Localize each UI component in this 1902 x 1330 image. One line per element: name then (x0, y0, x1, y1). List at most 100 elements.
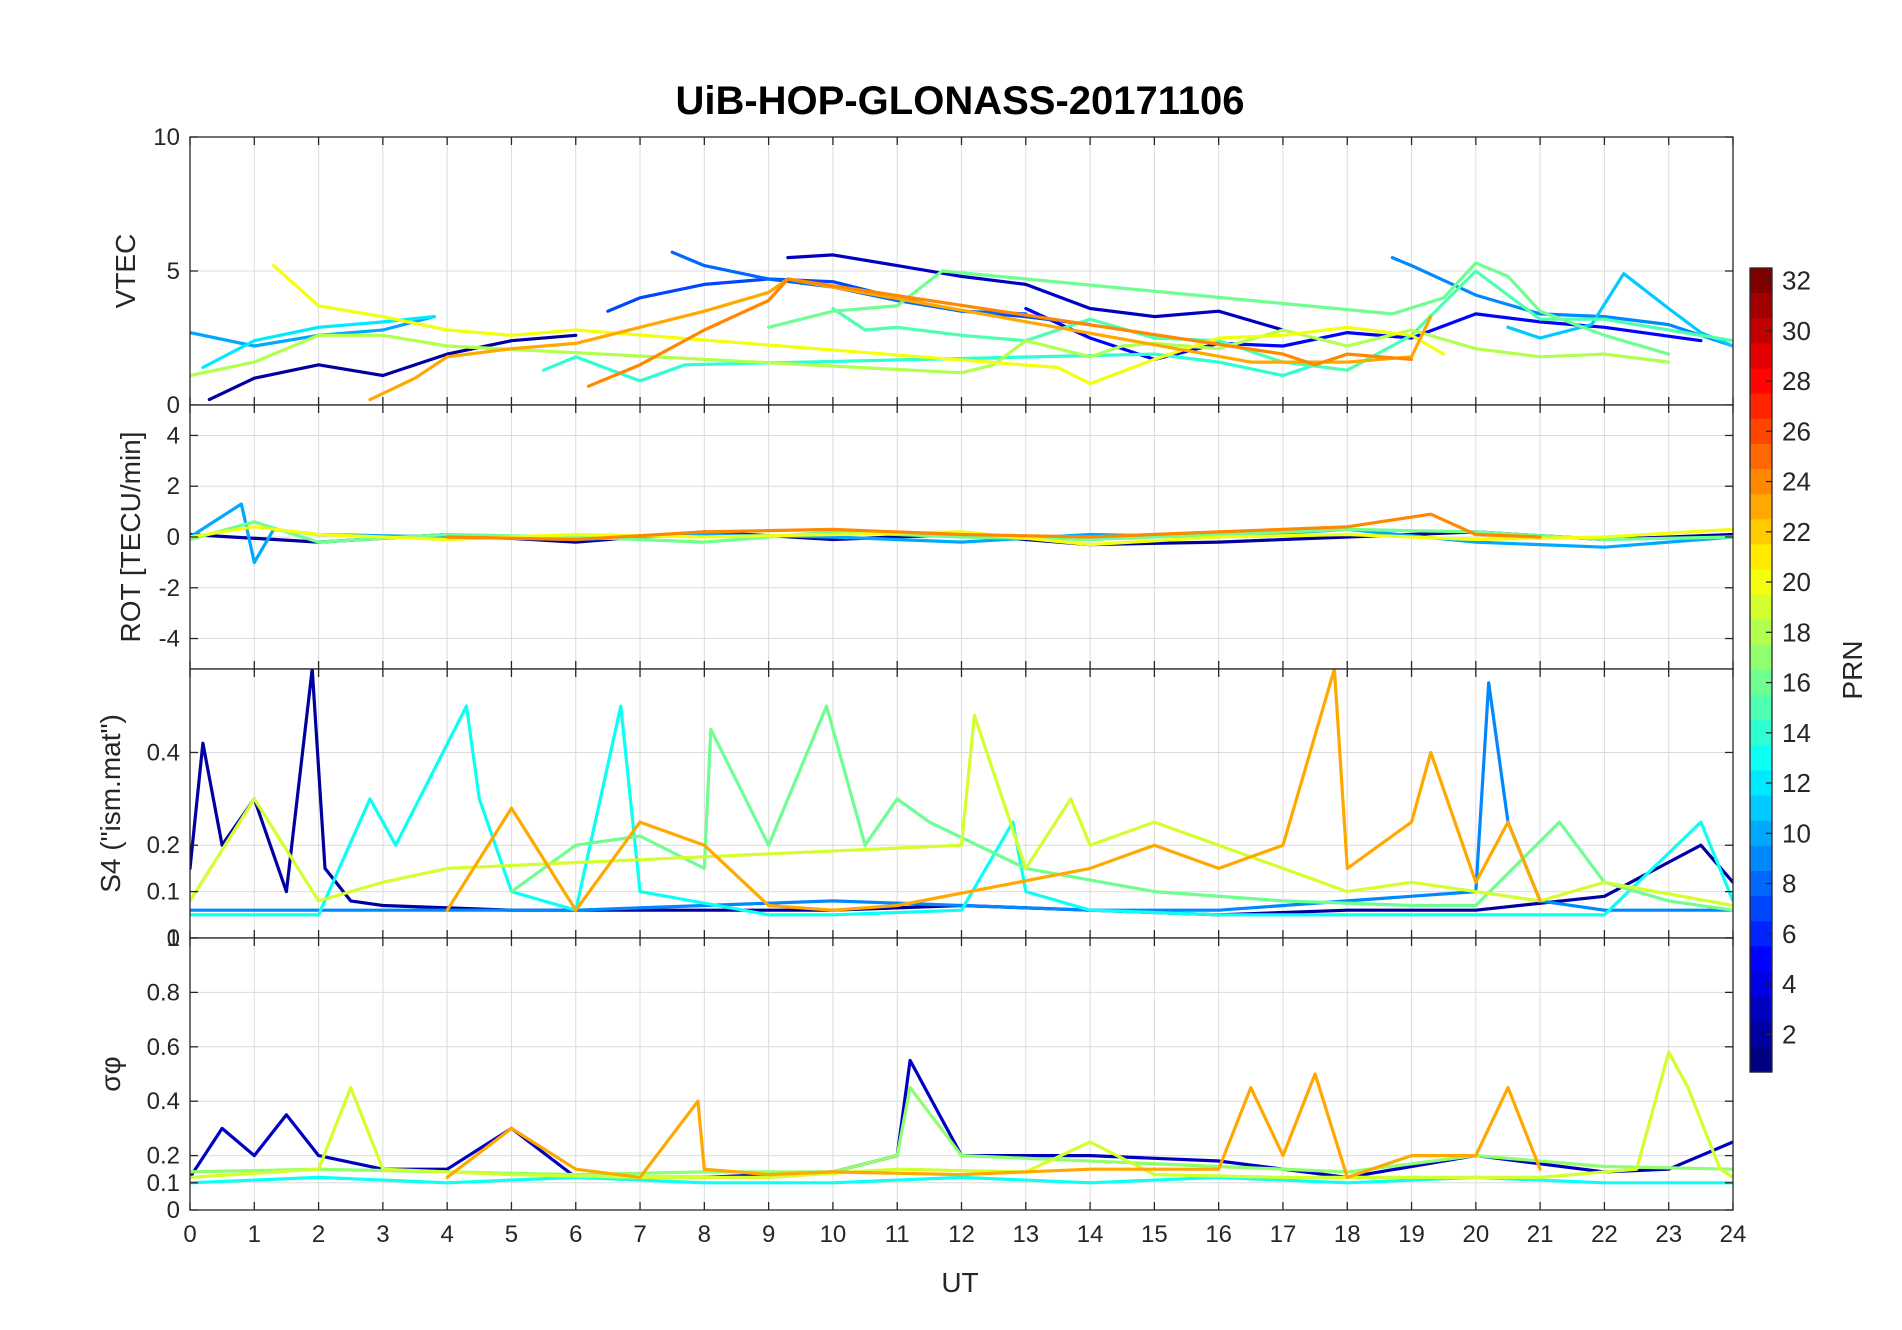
colorbar-tick-label: 24 (1782, 467, 1811, 497)
trace-prn-18 (190, 328, 1671, 378)
trace-prn-11 (1506, 272, 1733, 348)
x-tick-label: 0 (183, 1221, 196, 1248)
x-tick-label: 13 (1012, 1221, 1039, 1248)
colorbar-segment (1750, 594, 1772, 621)
x-tick-label: 21 (1527, 1221, 1554, 1248)
colorbar-segment (1750, 318, 1772, 344)
colorbar-segment (1750, 544, 1772, 571)
y-tick-label: 4 (167, 422, 180, 449)
colorbar-tick-label: 20 (1782, 567, 1811, 597)
colorbar-frame (1749, 267, 1773, 1073)
x-tick-label: 19 (1398, 1221, 1425, 1248)
colorbar-segment (1750, 1021, 1772, 1048)
colorbar-tick-label: 22 (1782, 517, 1811, 547)
colorbar-tick-label: 26 (1782, 416, 1811, 446)
y-tick-label: -4 (159, 626, 180, 653)
colorbar-segment (1750, 644, 1772, 671)
panel-3: 0 0.1 0.2 0.4 S4 ("ism.mat") (95, 668, 1734, 952)
panel-2: -4 -2 0 2 4 ROT [TECU/min] (115, 404, 1734, 670)
colorbar-tick-label: 32 (1782, 266, 1811, 296)
colorbar-segment (1750, 1046, 1772, 1073)
colorbar-tick-label: 4 (1782, 969, 1796, 999)
colorbar-segment (1750, 971, 1772, 998)
y-axis-label: σφ (95, 1056, 126, 1091)
colorbar-label: PRN (1837, 640, 1868, 699)
x-tick-label: 8 (698, 1221, 711, 1248)
y-tick-label: 0 (167, 392, 180, 419)
y-tick-label: 2 (167, 473, 180, 500)
colorbar-segment (1750, 745, 1772, 772)
colorbar-segment (1750, 569, 1772, 596)
x-tick-label: 12 (948, 1221, 975, 1248)
colorbar-segment (1750, 494, 1772, 520)
colorbar-segment (1750, 293, 1772, 319)
x-tick-label: 18 (1334, 1221, 1361, 1248)
y-axis-label: ROT [TECU/min] (115, 431, 146, 642)
colorbar-segment (1750, 368, 1772, 395)
traces (190, 502, 1733, 564)
trace-prn-23 (445, 1072, 1542, 1179)
traces (190, 669, 1733, 917)
trace-prn-2 (207, 333, 578, 402)
colorbar-tick-label: 16 (1782, 668, 1811, 698)
x-tick-label: 14 (1077, 1221, 1104, 1248)
colorbar-segment (1750, 268, 1772, 294)
x-tick-label: 11 (885, 1221, 910, 1248)
trace-prn-16 (767, 261, 1671, 356)
colorbar-tick-label: 30 (1782, 316, 1811, 346)
colorbar-segment (1750, 443, 1772, 470)
trace-prn-24 (587, 277, 1414, 388)
colorbar-segment (1750, 695, 1772, 721)
y-tick-label: 0.4 (147, 739, 180, 766)
colorbar-segment (1750, 670, 1772, 696)
y-tick-label: 0.8 (147, 979, 180, 1006)
x-tick-label: 5 (505, 1221, 518, 1248)
y-tick-label: 0.4 (147, 1088, 180, 1115)
colorbar-segment (1750, 393, 1772, 420)
colorbar-segment (1750, 921, 1772, 947)
colorbar-tick-label: 2 (1782, 1019, 1796, 1049)
colorbar-segment (1750, 845, 1772, 872)
colorbar-tick-label: 10 (1782, 818, 1811, 848)
trace-prn-3 (786, 253, 1285, 332)
trace-prn-16 (509, 704, 1733, 912)
y-tick-label: 0.2 (147, 832, 180, 859)
y-tick-label: 0 (167, 524, 180, 551)
colorbar-segment (1750, 946, 1772, 973)
x-tick-label: 22 (1591, 1221, 1618, 1248)
y-tick-label: 0 (167, 925, 180, 952)
x-tick-labels: 0 1 2 3 4 5 6 7 8 9 10 11 12 13 14 15 16 17 18 19 20 21 22 23 24 (183, 1221, 1746, 1248)
trace-prn-19 (190, 1050, 1733, 1179)
colorbar-tick-label: 18 (1782, 617, 1811, 647)
x-tick-label: 6 (569, 1221, 582, 1248)
x-tick-label: 24 (1720, 1221, 1747, 1248)
colorbar-segment (1750, 996, 1772, 1023)
colorbar-segment (1750, 896, 1772, 922)
y-tick-label: 5 (167, 258, 180, 285)
x-tick-label: 3 (376, 1221, 389, 1248)
trace-prn-24 (445, 512, 1542, 542)
x-tick-label: 4 (440, 1221, 453, 1248)
x-tick-label: 2 (312, 1221, 325, 1248)
x-axis-label: UT (941, 1267, 978, 1298)
x-tick-label: 15 (1141, 1221, 1168, 1248)
colorbar-segment (1750, 720, 1772, 746)
trace-prn-5 (1024, 306, 1703, 361)
x-tick-label: 20 (1462, 1221, 1489, 1248)
colorbar-tick-label: 6 (1782, 919, 1796, 949)
x-tick-label: 9 (762, 1221, 775, 1248)
colorbar-segment (1750, 619, 1772, 646)
y-tick-label: -2 (159, 575, 180, 602)
colorbar-segment (1750, 418, 1772, 445)
traces (190, 1050, 1733, 1185)
y-axis-label: S4 ("ism.mat") (95, 714, 126, 893)
x-tick-label: 17 (1270, 1221, 1297, 1248)
x-tick-label: 10 (820, 1221, 847, 1248)
y-tick-label: 0.1 (147, 879, 180, 906)
y-tick-label: 10 (153, 124, 180, 151)
colorbar-tick-label: 12 (1782, 768, 1811, 798)
